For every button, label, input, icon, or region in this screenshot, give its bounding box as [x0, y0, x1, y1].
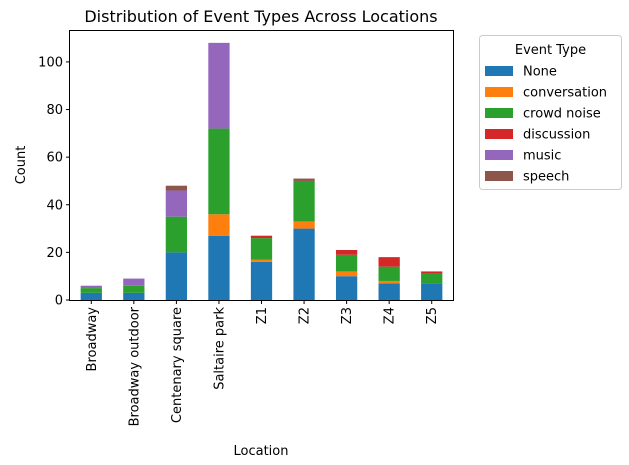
x-axis: Broadway Broadway outdoor Centenary square…: [85, 300, 440, 426]
bar-segment-5-1: [293, 221, 315, 229]
x-tick-label-8: Z5: [425, 307, 440, 324]
bar-segment-8-0: [421, 283, 443, 300]
x-tick-label-6: Z3: [340, 307, 355, 324]
bars-layer: [80, 42, 443, 300]
y-tick-label-3: 60: [46, 151, 63, 166]
y-tick-label-4: 80: [46, 103, 63, 118]
bar-segment-4-2: [250, 238, 273, 260]
x-tick-label-1: Broadway outdoor: [127, 306, 142, 426]
bar-segment-3-0: [208, 235, 230, 300]
legend-label-3: discussion: [523, 128, 590, 143]
bar-segment-8-2: [421, 273, 443, 284]
legend-frame: [479, 35, 622, 190]
bar-segment-0-0: [80, 292, 102, 300]
bar-segment-7-0: [378, 283, 400, 300]
bar-segment-7-2: [378, 266, 400, 281]
y-axis: 0 20 40 60 80 100: [38, 55, 70, 309]
bar-segment-2-5: [165, 185, 188, 191]
chart-title: Distribution of Event Types Across Locat…: [84, 7, 437, 26]
legend-label-4: music: [523, 149, 561, 164]
y-tick-label-5: 100: [38, 55, 63, 70]
y-axis-title: Count: [14, 146, 29, 185]
bar-segment-7-3: [378, 257, 400, 267]
bar-segment-4-1: [250, 259, 273, 262]
y-tick-label-0: 0: [55, 294, 63, 309]
legend-swatch-5: [485, 171, 513, 181]
bar-segment-6-2: [335, 254, 358, 272]
bar-segment-8-3: [421, 271, 443, 274]
bar-segment-4-3: [250, 235, 273, 239]
x-axis-title: Location: [234, 444, 289, 459]
bar-segment-2-2: [165, 216, 188, 253]
legend-label-0: None: [523, 65, 557, 80]
bar-segment-0-4: [80, 285, 102, 289]
y-tick-label-1: 20: [46, 246, 63, 261]
bar-segment-7-1: [378, 280, 400, 284]
bar-segment-0-2: [80, 288, 102, 293]
bar-segment-1-2: [123, 285, 145, 293]
bar-segment-1-0: [123, 292, 145, 300]
x-tick-label-3: Saltaire park: [212, 307, 227, 390]
bar-segment-3-1: [208, 214, 230, 236]
bar-segment-2-0: [165, 252, 188, 300]
plot-frame: [69, 30, 454, 301]
bar-segment-5-0: [293, 228, 315, 300]
bar-segment-5-5: [293, 178, 315, 181]
bar-segment-3-2: [208, 128, 230, 215]
legend: Event Type None conversation crowd noise di…: [479, 35, 622, 190]
legend-swatch-0: [485, 66, 513, 76]
bar-segment-6-0: [335, 276, 358, 300]
bar-segment-6-1: [335, 271, 358, 277]
bar-segment-3-4: [208, 42, 230, 129]
x-tick-label-7: Z4: [383, 307, 398, 324]
legend-label-2: crowd noise: [523, 107, 601, 122]
bar-segment-2-4: [165, 190, 188, 217]
bar-segment-1-4: [123, 278, 145, 286]
x-tick-label-2: Centenary square: [170, 307, 185, 423]
legend-label-1: conversation: [523, 86, 607, 101]
bar-segment-4-0: [250, 261, 273, 300]
y-tick-label-2: 40: [46, 198, 63, 213]
legend-swatch-1: [485, 87, 513, 97]
legend-label-5: speech: [523, 170, 569, 185]
bar-segment-6-3: [335, 250, 358, 255]
x-tick-label-0: Broadway: [85, 307, 100, 372]
bar-segment-5-2: [293, 180, 315, 222]
legend-swatch-4: [485, 150, 513, 160]
legend-title: Event Type: [515, 43, 586, 58]
x-tick-label-5: Z2: [298, 307, 313, 324]
legend-swatch-3: [485, 129, 513, 139]
x-tick-label-4: Z1: [255, 307, 270, 324]
legend-swatch-2: [485, 108, 513, 118]
